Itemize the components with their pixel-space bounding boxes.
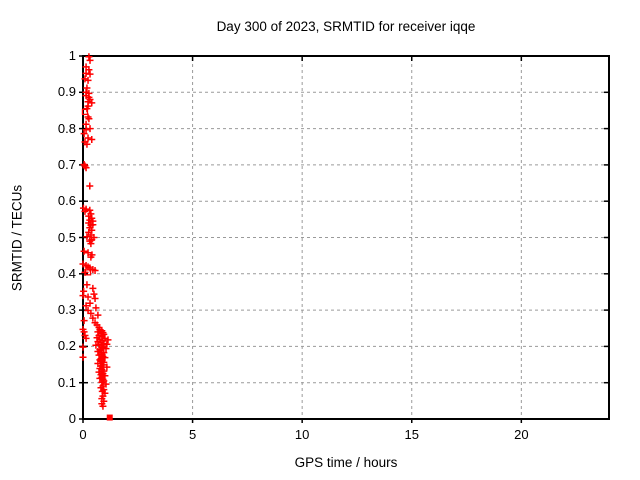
data-point-plus bbox=[88, 135, 96, 143]
data-point-plus bbox=[86, 299, 94, 307]
y-tick-label: 0.9 bbox=[57, 84, 76, 100]
data-point-open-square bbox=[84, 269, 92, 276]
data-point-plus bbox=[102, 345, 110, 353]
data-point-plus bbox=[95, 351, 103, 359]
x-tick-label: 10 bbox=[294, 427, 310, 442]
data-point-plus bbox=[86, 125, 94, 133]
y-tick-label: 0.7 bbox=[57, 156, 76, 172]
y-tick-label: 0 bbox=[68, 411, 76, 426]
y-tick-label: 0.8 bbox=[57, 120, 76, 136]
data-point-open-square bbox=[81, 108, 89, 116]
x-tick-label: 20 bbox=[514, 427, 529, 442]
data-point-plus bbox=[83, 140, 91, 148]
data-point-plus bbox=[81, 207, 89, 215]
data-point-plus bbox=[82, 334, 90, 342]
data-point-plus bbox=[94, 311, 102, 319]
x-tick-label: 5 bbox=[188, 427, 197, 442]
data-point-plus bbox=[86, 70, 94, 78]
y-tick-label: 0.5 bbox=[57, 229, 76, 245]
data-point-plus bbox=[83, 84, 91, 92]
y-tick-label: 0.2 bbox=[57, 338, 76, 354]
data-point-plus bbox=[89, 314, 97, 322]
data-point-plus bbox=[84, 293, 92, 301]
data-point-plus bbox=[83, 281, 91, 289]
data-point-plus bbox=[80, 328, 88, 336]
data-point-plus bbox=[103, 363, 111, 371]
data-point-plus bbox=[84, 249, 92, 257]
data-point-plus bbox=[98, 342, 106, 350]
data-point-plus bbox=[103, 340, 111, 348]
x-tick-label: 0 bbox=[79, 427, 87, 442]
data-point-plus bbox=[80, 317, 88, 325]
data-point-plus bbox=[89, 284, 97, 292]
data-point-plus bbox=[92, 341, 100, 349]
y-tick-label: 0.1 bbox=[57, 374, 76, 390]
data-point-plus bbox=[87, 240, 95, 248]
data-point-plus bbox=[85, 115, 93, 123]
x-tick-label: 15 bbox=[404, 427, 419, 442]
data-point-plus bbox=[88, 99, 96, 107]
data-point-plus bbox=[91, 267, 99, 275]
y-tick-label: 0.6 bbox=[57, 193, 76, 209]
data-point-plus bbox=[87, 309, 95, 317]
y-tick-label: 0.4 bbox=[57, 265, 76, 281]
data-point-plus bbox=[85, 66, 93, 74]
data-point-plus bbox=[82, 126, 90, 134]
data-point-plus bbox=[86, 206, 94, 214]
data-point-plus bbox=[86, 56, 94, 64]
data-point-plus bbox=[84, 76, 92, 84]
data-point-plus bbox=[85, 53, 93, 61]
x-axis-label: GPS time / hours bbox=[294, 455, 398, 470]
chart-title: Day 300 of 2023, SRMTID for receiver iqq… bbox=[216, 19, 476, 34]
data-point-plus bbox=[99, 402, 107, 410]
data-point-plus bbox=[87, 253, 95, 261]
data-point-plus bbox=[92, 304, 100, 312]
data-point-plus bbox=[82, 302, 90, 310]
data-point-plus bbox=[79, 292, 87, 300]
data-point-plus bbox=[80, 247, 88, 255]
data-point-plus bbox=[82, 164, 90, 172]
data-point-plus bbox=[98, 378, 106, 386]
data-point-plus bbox=[80, 130, 88, 138]
data-point-plus bbox=[101, 354, 109, 362]
data-point-filled-square bbox=[106, 414, 113, 421]
data-point-plus bbox=[84, 134, 92, 142]
data-point-plus bbox=[94, 347, 102, 355]
data-point-plus bbox=[83, 233, 91, 241]
data-point-plus bbox=[86, 182, 94, 190]
data-point-plus bbox=[90, 290, 98, 298]
y-tick-label: 0.3 bbox=[57, 302, 76, 318]
y-tick-label: 1 bbox=[68, 48, 76, 63]
data-point-plus bbox=[91, 294, 99, 302]
data-point-plus bbox=[79, 343, 87, 351]
data-point-plus bbox=[79, 353, 87, 361]
